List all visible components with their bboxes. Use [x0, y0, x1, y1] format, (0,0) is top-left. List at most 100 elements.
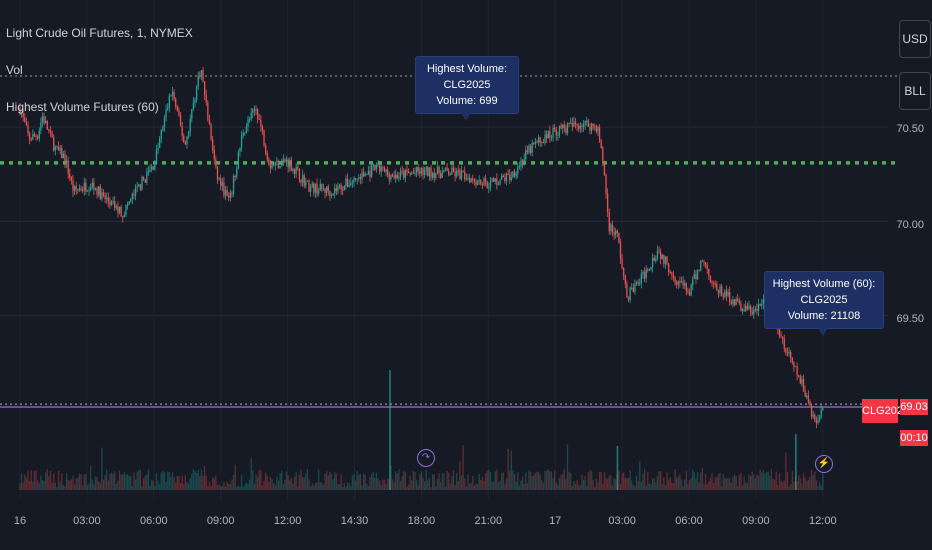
candle-body: [574, 121, 577, 125]
candle-body: [215, 159, 217, 167]
candle-body: [404, 169, 406, 179]
volume-bar: [507, 449, 509, 490]
candle-body: [396, 174, 398, 179]
candle-body: [619, 242, 622, 259]
candle-body: [332, 193, 334, 196]
volume-bar: [465, 486, 467, 490]
candle-body: [226, 190, 228, 196]
volume-bar: [598, 471, 601, 490]
candle-body: [401, 171, 403, 173]
volume-indicator-label[interactable]: Vol: [6, 63, 23, 77]
volume-bar: [741, 485, 744, 490]
candle-body: [504, 177, 506, 182]
currency-button[interactable]: USD: [899, 20, 931, 58]
unit-button[interactable]: BLL: [899, 72, 931, 110]
volume-bar: [70, 479, 73, 490]
volume-bar: [330, 473, 333, 490]
candle-body: [56, 146, 58, 148]
volume-bar: [187, 483, 190, 490]
last-price-badge: 69.03: [900, 399, 928, 415]
volume-bar: [170, 476, 172, 490]
candle-body: [526, 150, 529, 153]
volume-bar: [545, 470, 548, 490]
candle-body: [698, 270, 700, 272]
candle-body: [688, 292, 691, 296]
candle-body: [395, 174, 397, 179]
contract-badge: CLG2025: [862, 399, 909, 423]
candle-body: [456, 170, 458, 177]
candle-body: [101, 192, 103, 200]
candle-body: [509, 174, 511, 181]
candle-body: [578, 125, 580, 129]
candle-body: [650, 266, 652, 270]
volume-bar: [817, 486, 819, 490]
candle-body: [525, 150, 527, 159]
horizontal-lines: [0, 75, 897, 408]
volume-bar: [282, 484, 284, 490]
candle-body: [738, 300, 740, 304]
volume-bar: [351, 475, 354, 490]
candle-body: [38, 130, 40, 139]
candle-body: [204, 81, 206, 96]
volume-bar: [509, 470, 511, 490]
volume-bar: [696, 472, 699, 490]
candle-body: [782, 336, 784, 340]
candle-body: [542, 141, 545, 143]
x-tick-label: 16: [13, 515, 27, 527]
highest-volume-indicator-label[interactable]: Highest Volume Futures (60): [6, 100, 159, 114]
candle-body: [195, 86, 198, 100]
candle-body: [462, 170, 464, 172]
candle-body: [643, 272, 646, 279]
candle-body: [183, 135, 185, 143]
candle-body: [733, 299, 736, 306]
volume-bar: [737, 486, 739, 490]
candle-body: [96, 188, 98, 195]
volume-bar: [423, 481, 426, 490]
candle-body: [634, 283, 636, 292]
volume-bar: [536, 471, 538, 490]
candle-body: [245, 126, 248, 133]
candle-body: [335, 188, 337, 192]
symbol-title[interactable]: Light Crude Oil Futures, 1, NYMEX: [6, 26, 193, 40]
volume-bar: [345, 486, 347, 490]
candle-body: [714, 283, 716, 285]
candle-body: [98, 186, 100, 195]
volume-bar: [309, 486, 312, 490]
volume-bar: [505, 478, 508, 490]
split-icon[interactable]: ↷: [417, 449, 435, 467]
volume-bar: [165, 481, 167, 490]
volume-bar: [605, 477, 607, 490]
candle-body: [725, 290, 728, 296]
candle-body: [314, 183, 317, 193]
volume-bar: [502, 472, 504, 490]
candle-body: [24, 117, 26, 123]
volume-bar: [499, 480, 501, 490]
candle-body: [571, 122, 573, 127]
candle-body: [632, 287, 634, 292]
candle-body: [220, 178, 222, 186]
lightning-icon[interactable]: ⚡: [815, 455, 833, 473]
volume-bar: [764, 473, 766, 490]
candle-body: [443, 169, 445, 172]
volume-bar: [753, 474, 755, 490]
candle-body: [115, 206, 117, 208]
volume-bar: [197, 469, 199, 490]
candle-body: [611, 224, 614, 233]
candle-body: [822, 407, 824, 410]
volume-bar: [77, 477, 79, 490]
candle-body: [568, 123, 570, 125]
volume-bar: [322, 484, 325, 490]
volume-bar: [531, 475, 533, 490]
candle-body: [682, 281, 684, 286]
volume-bar: [192, 469, 195, 490]
candle-body: [80, 188, 82, 191]
candle-body: [635, 282, 638, 284]
candle-body: [558, 125, 561, 135]
candle-body: [406, 169, 408, 172]
volume-bar: [146, 474, 148, 490]
candle-body: [741, 309, 744, 312]
candle-body: [236, 168, 238, 177]
volume-bar: [229, 484, 231, 490]
